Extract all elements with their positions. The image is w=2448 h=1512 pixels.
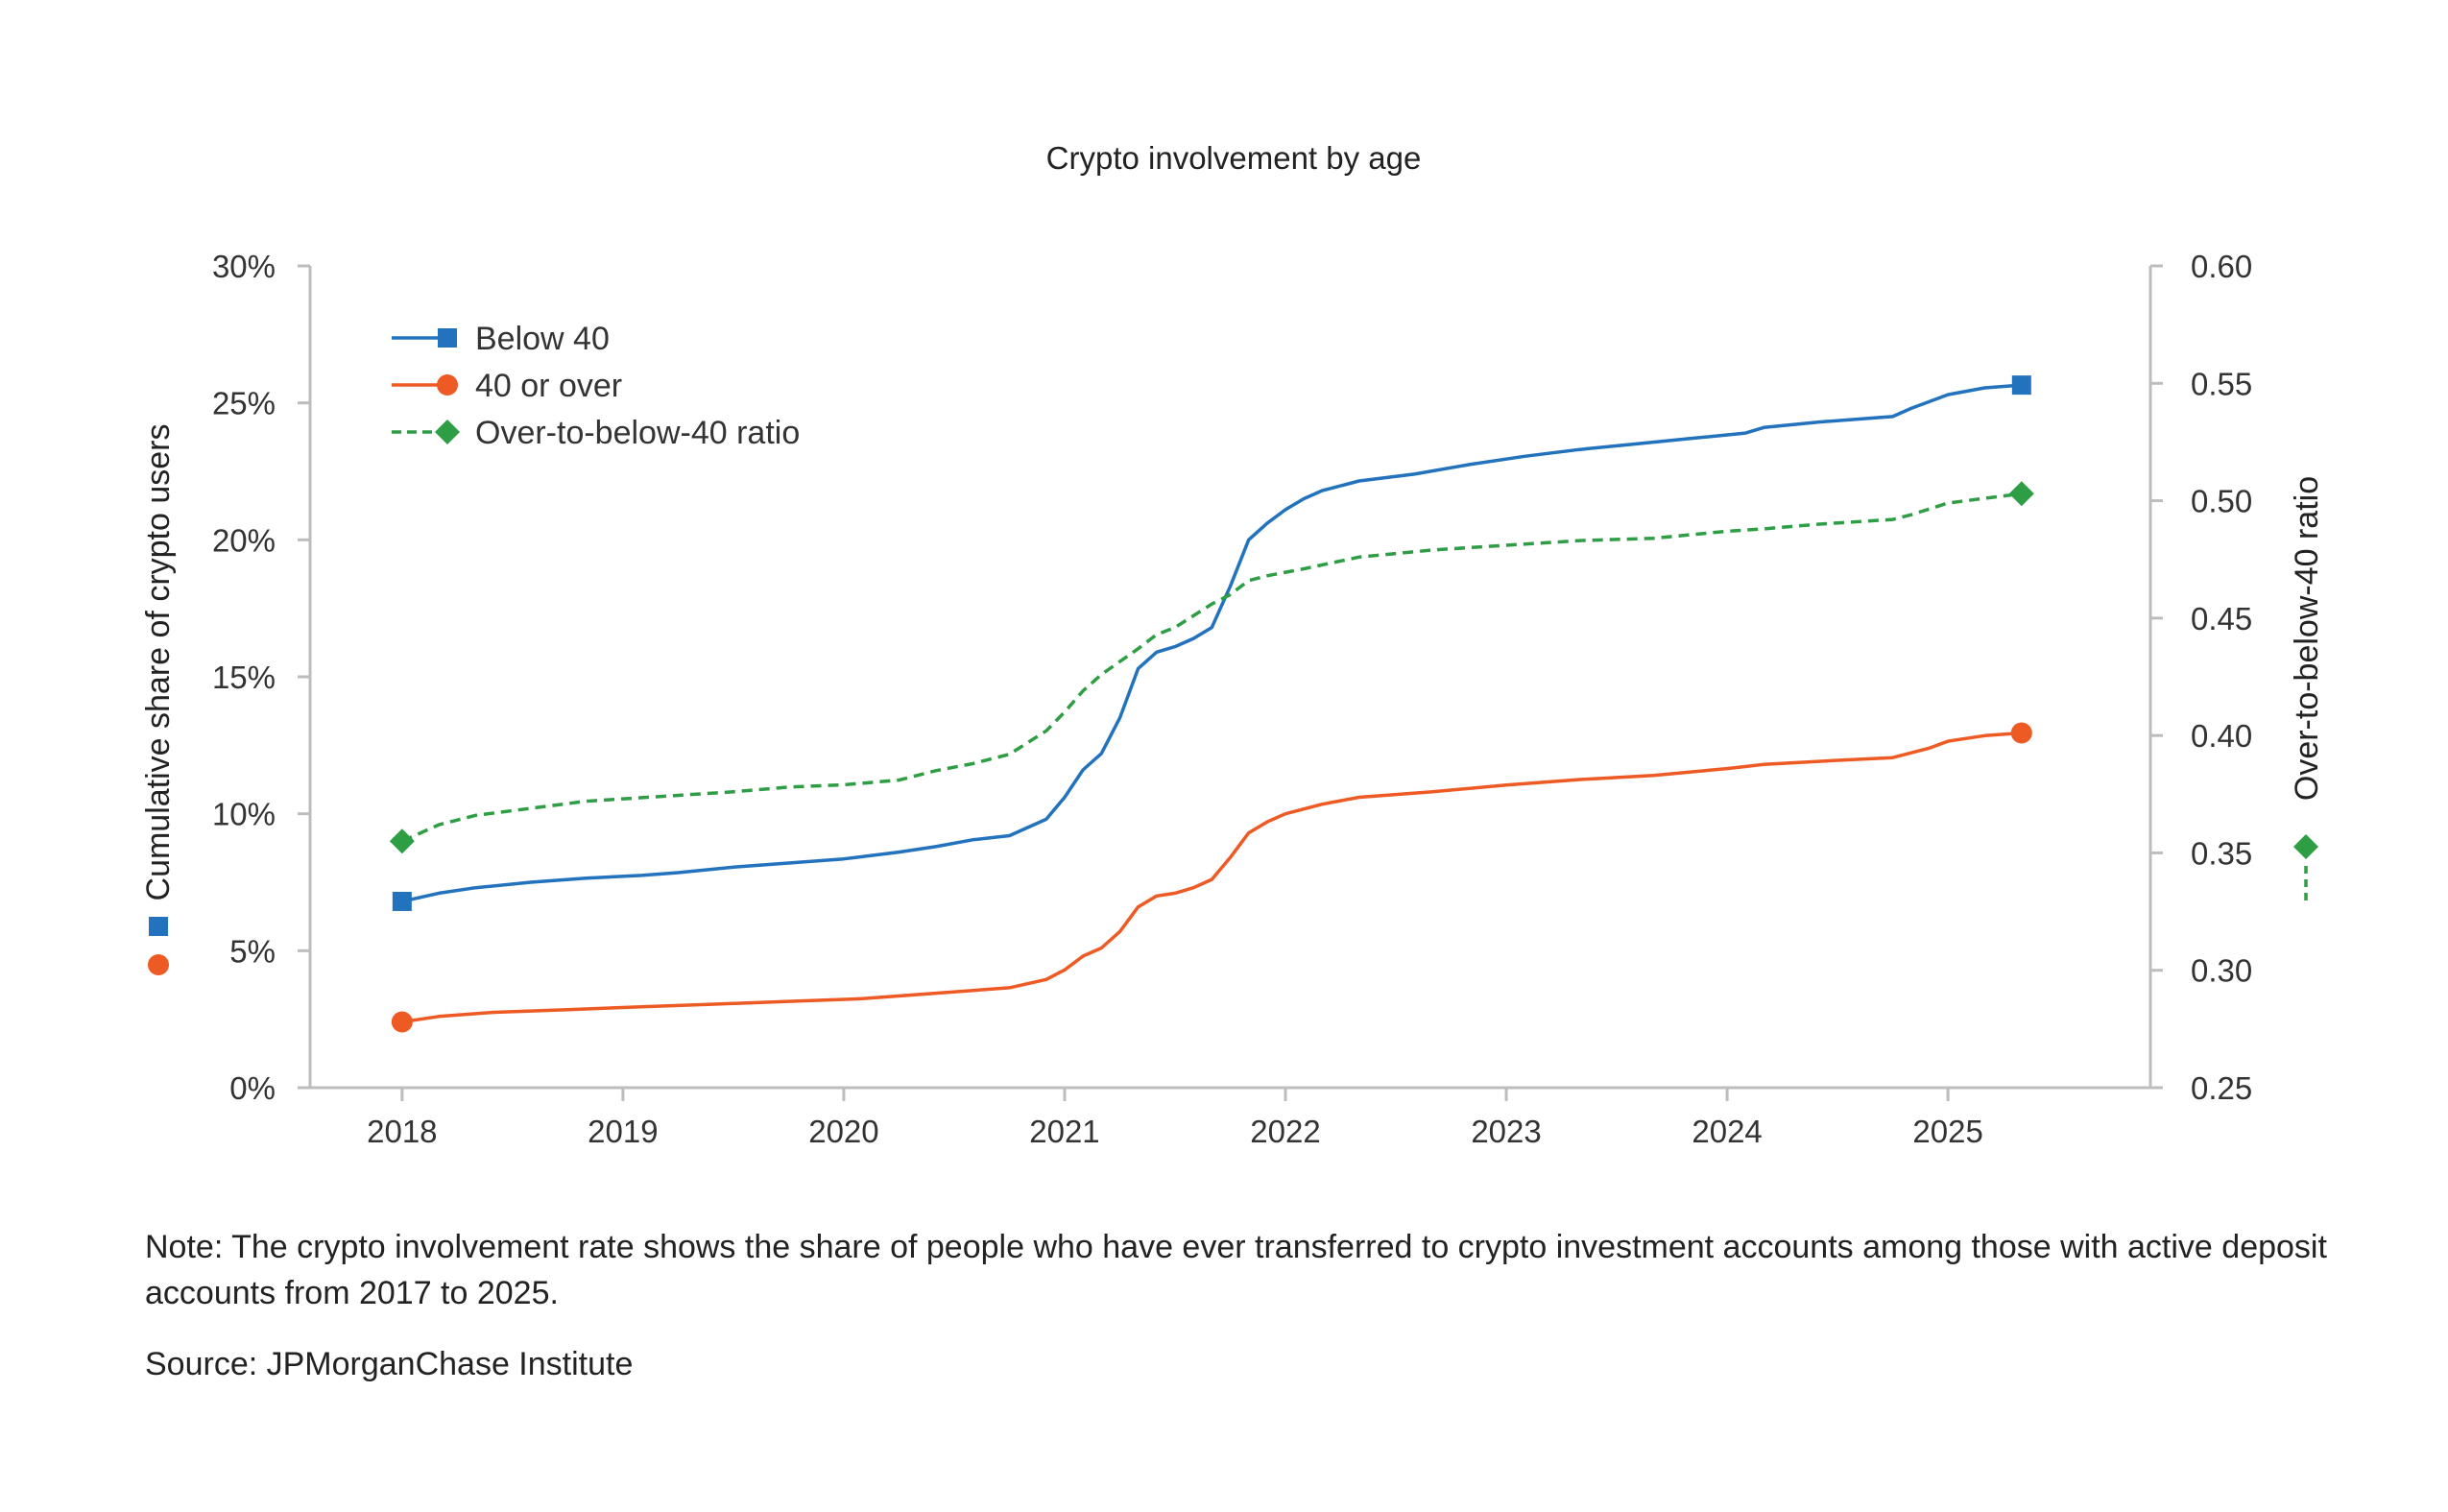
y-left-tick-label: 30% xyxy=(212,249,276,284)
chart-source: Source: JPMorganChase Institute xyxy=(145,1346,634,1382)
y-right-tick-label: 0.30 xyxy=(2191,953,2252,989)
x-tick-label: 2022 xyxy=(1250,1114,1320,1149)
x-tick-label: 2024 xyxy=(1692,1114,1762,1149)
axes: 0% 5% 10% 15% 20% 25% 30% 0.25 0.30 0.35 0.40 0.45 0… xyxy=(212,249,2252,1149)
series-line-over-to-below-40-ratio xyxy=(401,492,2023,843)
legend-marker-40-or-over xyxy=(437,374,458,396)
chart-title: Crypto involvement by age xyxy=(1046,140,1422,176)
left-axis-key-marker-0 xyxy=(149,917,168,936)
right-axis-title: Over-to-below-40 ratio xyxy=(2289,476,2325,801)
series-line-below-40 xyxy=(401,383,2022,903)
x-tick-label: 2020 xyxy=(808,1114,878,1149)
y-right-tick-label: 0.40 xyxy=(2191,718,2252,754)
chart-note: Note: The crypto involvement rate shows … xyxy=(145,1229,2327,1311)
legend-label-40-or-over: 40 or over xyxy=(475,368,622,404)
series-end-marker-over-to-below-40-ratio xyxy=(2008,481,2034,507)
series-start-marker-over-to-below-40-ratio xyxy=(389,828,415,854)
y-left-tick-label: 0% xyxy=(229,1070,276,1106)
y-left-tick-label: 25% xyxy=(212,386,276,421)
x-tick-label: 2019 xyxy=(588,1114,658,1149)
y-right-tick-label: 0.25 xyxy=(2191,1070,2252,1106)
series-over-to-below-40-ratio xyxy=(389,481,2034,854)
y-right-tick-label: 0.45 xyxy=(2191,601,2252,636)
legend-label-below-40: Below 40 xyxy=(475,321,610,357)
left-axis-title: Cumulative share of crypto users xyxy=(140,424,177,901)
series-line-40-or-over xyxy=(401,731,2022,1024)
axis-titles: Cumulative share of crypto users Over-to… xyxy=(140,424,2325,975)
series-layer xyxy=(389,375,2034,1033)
legend-marker-over-to-below-40-ratio xyxy=(435,420,460,444)
legend: Below 40 40 or over Over-to-below-40 ratio xyxy=(392,321,800,451)
right-axis-key-marker xyxy=(2293,834,2318,859)
y-right-tick-label: 0.60 xyxy=(2191,249,2252,284)
legend-marker-below-40 xyxy=(438,328,457,348)
y-left-tick-label: 5% xyxy=(229,933,276,969)
series-start-marker-40-or-over xyxy=(391,1011,413,1033)
legend-label-over-to-below-40-ratio: Over-to-below-40 ratio xyxy=(475,415,800,451)
x-tick-label: 2023 xyxy=(1471,1114,1541,1149)
x-tick-label: 2018 xyxy=(367,1114,437,1149)
series-40-or-over xyxy=(391,722,2032,1033)
y-right-tick-label: 0.35 xyxy=(2191,835,2252,871)
series-end-marker-40-or-over xyxy=(2010,722,2032,744)
series-end-marker-below-40 xyxy=(2011,375,2031,396)
series-start-marker-below-40 xyxy=(392,891,412,911)
left-axis-key-marker-1 xyxy=(148,954,169,975)
y-right-tick-label: 0.55 xyxy=(2191,366,2252,401)
y-right-tick-label: 0.50 xyxy=(2191,484,2252,519)
x-tick-label: 2025 xyxy=(1912,1114,1982,1149)
y-left-tick-label: 15% xyxy=(212,660,276,695)
y-left-tick-label: 10% xyxy=(212,797,276,832)
y-left-tick-label: 20% xyxy=(212,522,276,558)
series-below-40 xyxy=(392,375,2031,911)
x-tick-label: 2021 xyxy=(1029,1114,1099,1149)
